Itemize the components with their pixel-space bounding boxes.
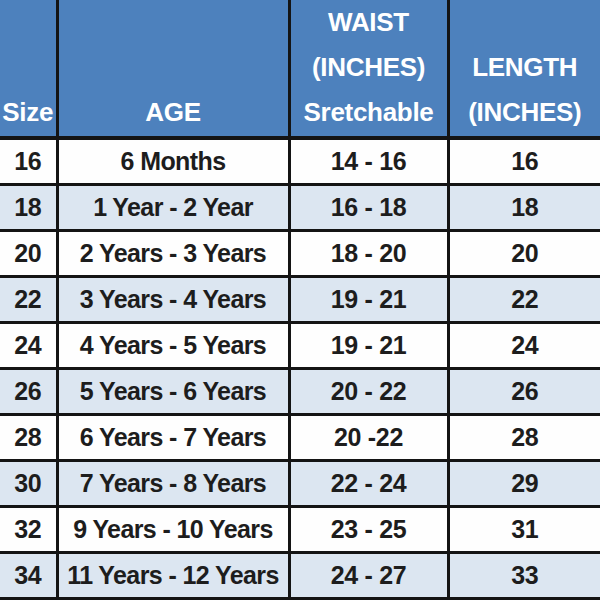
table-row: 18 1 Year - 2 Year 16 - 18 18 xyxy=(0,184,600,230)
col-header-size: Size xyxy=(0,0,57,138)
col-header-length: LENGTH (INCHES) xyxy=(448,0,600,138)
cell-waist: 23 - 25 xyxy=(289,506,448,552)
cell-length: 16 xyxy=(448,138,600,184)
cell-age: 3 Years - 4 Years xyxy=(57,276,289,322)
cell-size: 18 xyxy=(0,184,57,230)
cell-size: 22 xyxy=(0,276,57,322)
cell-waist: 14 - 16 xyxy=(289,138,448,184)
cell-length: 18 xyxy=(448,184,600,230)
cell-length: 33 xyxy=(448,552,600,598)
cell-size: 28 xyxy=(0,414,57,460)
cell-age: 7 Years - 8 Years xyxy=(57,460,289,506)
cell-length: 26 xyxy=(448,368,600,414)
table-row: 16 6 Months 14 - 16 16 xyxy=(0,138,600,184)
cell-size: 24 xyxy=(0,322,57,368)
cell-age: 1 Year - 2 Year xyxy=(57,184,289,230)
table-row: 20 2 Years - 3 Years 18 - 20 20 xyxy=(0,230,600,276)
size-chart-table: Size AGE WAIST (INCHES) Sretchable LENGT… xyxy=(0,0,600,600)
cell-age: 4 Years - 5 Years xyxy=(57,322,289,368)
cell-size: 20 xyxy=(0,230,57,276)
cell-waist: 18 - 20 xyxy=(289,230,448,276)
table-row: 26 5 Years - 6 Years 20 - 22 26 xyxy=(0,368,600,414)
cell-age: 9 Years - 10 Years xyxy=(57,506,289,552)
cell-age: 2 Years - 3 Years xyxy=(57,230,289,276)
table-row: 24 4 Years - 5 Years 19 - 21 24 xyxy=(0,322,600,368)
size-chart-image: Size AGE WAIST (INCHES) Sretchable LENGT… xyxy=(0,0,600,600)
table-row: 30 7 Years - 8 Years 22 - 24 29 xyxy=(0,460,600,506)
table-row: 22 3 Years - 4 Years 19 - 21 22 xyxy=(0,276,600,322)
table-body: 16 6 Months 14 - 16 16 18 1 Year - 2 Yea… xyxy=(0,138,600,599)
table-row: 32 9 Years - 10 Years 23 - 25 31 xyxy=(0,506,600,552)
table-header: Size AGE WAIST (INCHES) Sretchable LENGT… xyxy=(0,0,600,138)
cell-size: 32 xyxy=(0,506,57,552)
cell-waist: 24 - 27 xyxy=(289,552,448,598)
cell-size: 26 xyxy=(0,368,57,414)
cell-waist: 19 - 21 xyxy=(289,322,448,368)
cell-waist: 22 - 24 xyxy=(289,460,448,506)
col-header-age: AGE xyxy=(57,0,289,138)
cell-waist: 20 - 22 xyxy=(289,368,448,414)
table-row: 34 11 Years - 12 Years 24 - 27 33 xyxy=(0,552,600,598)
cell-age: 11 Years - 12 Years xyxy=(57,552,289,598)
cell-length: 29 xyxy=(448,460,600,506)
cell-age: 5 Years - 6 Years xyxy=(57,368,289,414)
cell-age: 6 Months xyxy=(57,138,289,184)
table-row: 28 6 Years - 7 Years 20 -22 28 xyxy=(0,414,600,460)
cell-size: 34 xyxy=(0,552,57,598)
cell-length: 31 xyxy=(448,506,600,552)
cell-waist: 19 - 21 xyxy=(289,276,448,322)
cell-length: 28 xyxy=(448,414,600,460)
cell-length: 20 xyxy=(448,230,600,276)
cell-age: 6 Years - 7 Years xyxy=(57,414,289,460)
cell-size: 16 xyxy=(0,138,57,184)
cell-length: 24 xyxy=(448,322,600,368)
cell-waist: 16 - 18 xyxy=(289,184,448,230)
cell-size: 30 xyxy=(0,460,57,506)
cell-length: 22 xyxy=(448,276,600,322)
header-row: Size AGE WAIST (INCHES) Sretchable LENGT… xyxy=(0,0,600,138)
cell-waist: 20 -22 xyxy=(289,414,448,460)
col-header-waist: WAIST (INCHES) Sretchable xyxy=(289,0,448,138)
